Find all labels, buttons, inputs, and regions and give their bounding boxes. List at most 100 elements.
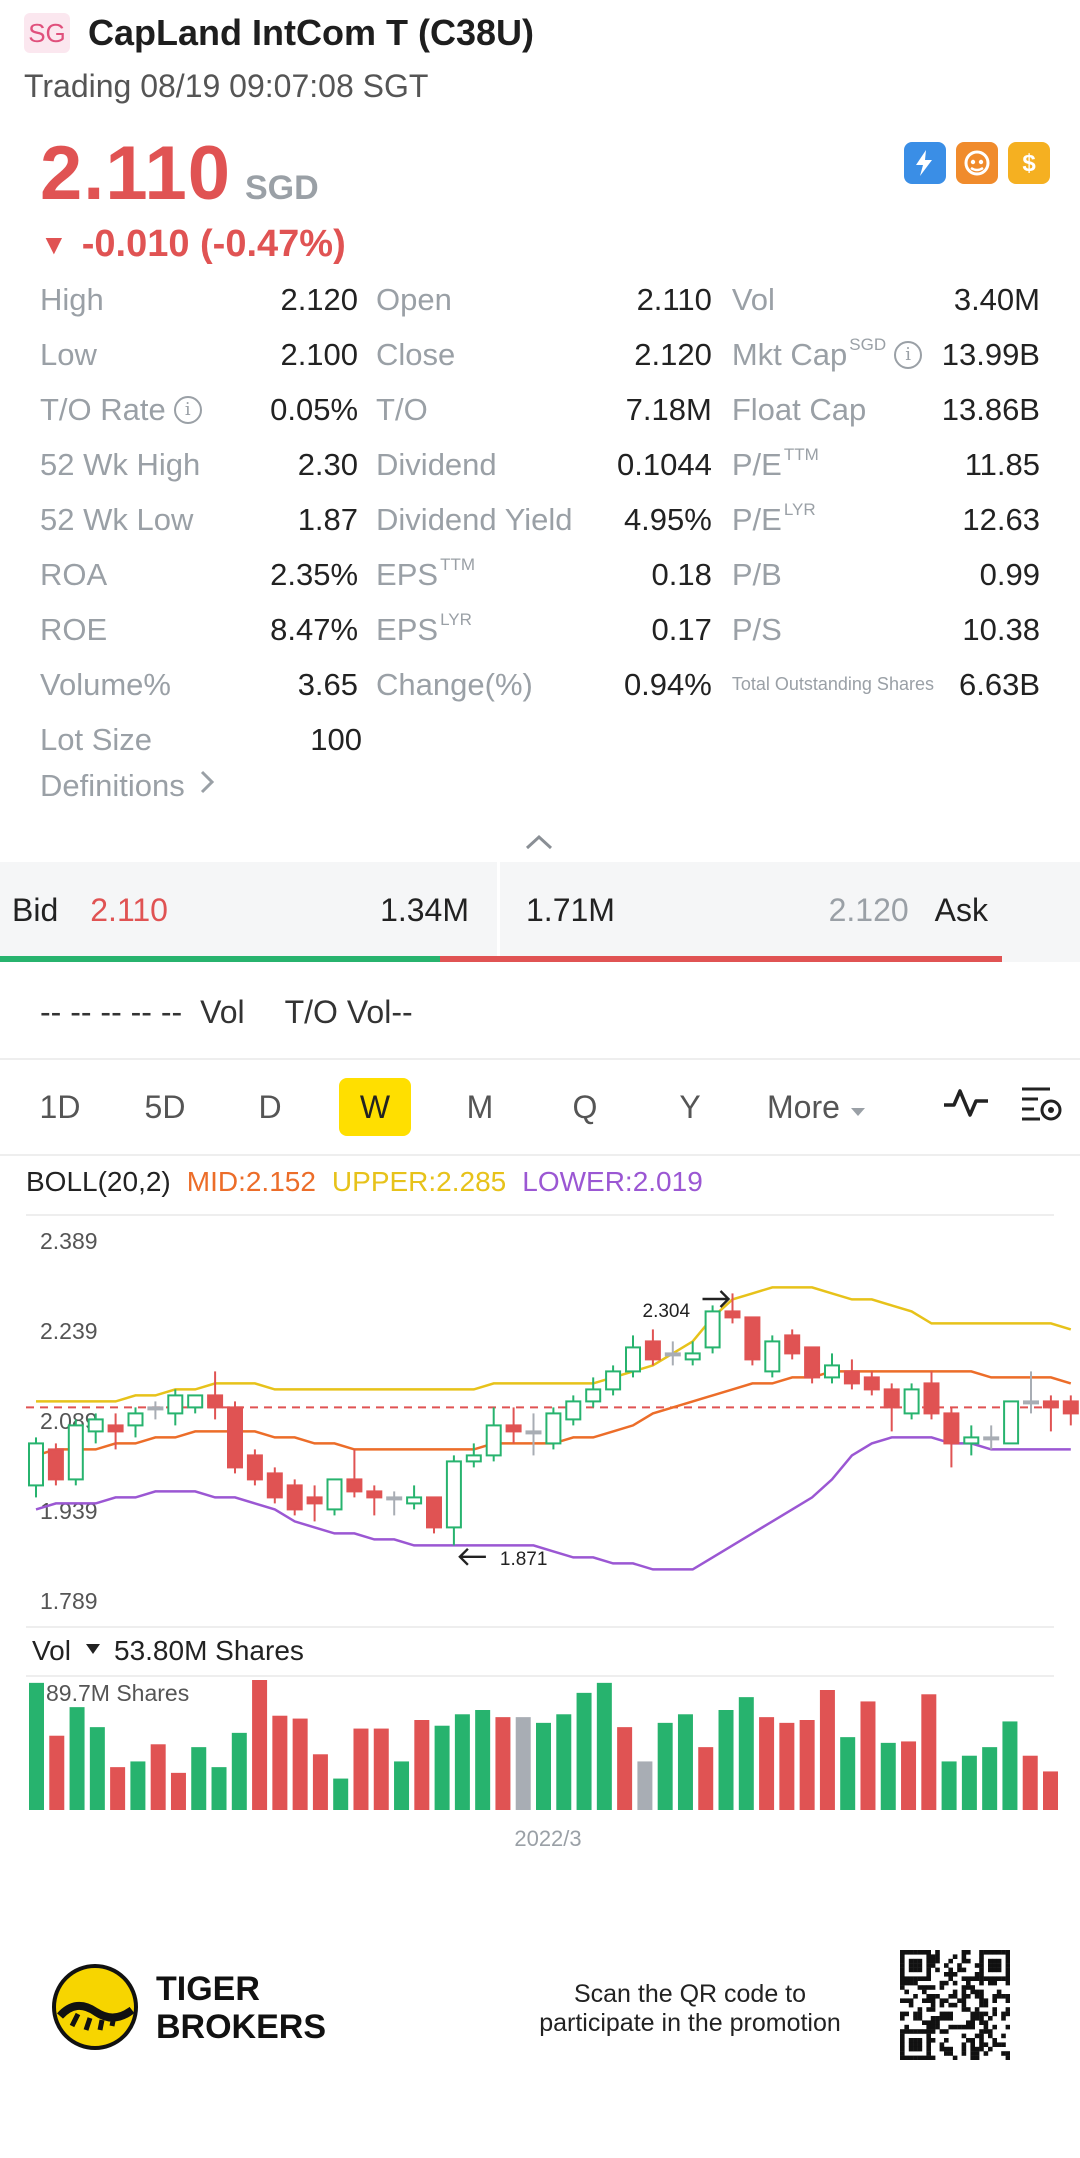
- promo-text: Scan the QR code to participate in the p…: [500, 1980, 880, 2038]
- stat-cell: Dividend 0.1044: [376, 447, 712, 483]
- robot-icon[interactable]: [956, 142, 998, 184]
- stat-cell: P/S 10.38: [732, 612, 1040, 648]
- ask-side: 1.71M 2.120 Ask: [500, 862, 1000, 958]
- chevron-up-icon[interactable]: [522, 828, 556, 859]
- stat-value: 2.110: [636, 281, 712, 317]
- stat-label: EPS LYR: [376, 610, 472, 648]
- stat-value: 3.40M: [953, 281, 1040, 317]
- boll-legend[interactable]: BOLL(20,2) MID:2.152 UPPER:2.285 LOWER:2…: [26, 1166, 703, 1198]
- bid-strength-bar: [0, 956, 440, 962]
- stat-cell: Float Cap 13.86B: [732, 392, 1040, 428]
- volume-bar: [211, 1767, 227, 1810]
- stat-value: 11.85: [964, 446, 1040, 482]
- stat-row: T/O Rate i 0.05% T/O 7.18M Float Cap 13.86B: [40, 382, 1040, 437]
- stat-label-text: P/S: [731, 611, 782, 647]
- stat-value: 4.95%: [623, 501, 712, 537]
- candle-body: [266, 1472, 283, 1499]
- candle-body: [286, 1484, 303, 1511]
- arrow-left-icon: [458, 1547, 486, 1566]
- caret-down-icon: [86, 1644, 100, 1654]
- tab-5d[interactable]: 5D: [144, 1088, 186, 1125]
- stat-label: P/S: [732, 612, 782, 648]
- candle-body: [764, 1340, 781, 1373]
- tab-q[interactable]: Q: [572, 1088, 598, 1125]
- high-annotation: 2.304: [643, 1301, 691, 1322]
- volume-bar: [637, 1761, 653, 1810]
- stat-value: 0.94%: [623, 666, 712, 702]
- volume-bar: [49, 1735, 65, 1810]
- candle-body: [963, 1436, 980, 1445]
- info-icon[interactable]: i: [173, 395, 202, 424]
- stat-cell[interactable]: Mkt Cap SGD i 13.99B: [732, 334, 1040, 373]
- chart-settings-icon[interactable]: [1020, 1083, 1064, 1131]
- candle-body: [107, 1424, 124, 1433]
- ask-strength-bar: [440, 956, 1002, 962]
- vol-dashes: -- -- -- -- --: [40, 994, 183, 1030]
- vol-indicator-label[interactable]: Vol: [32, 1635, 71, 1666]
- stat-label: 52 Wk High: [40, 447, 200, 483]
- stat-cell: Change(%) 0.94%: [376, 667, 712, 703]
- stat-cell[interactable]: T/O Rate i 0.05%: [40, 392, 358, 428]
- stat-value: 2.120: [634, 336, 712, 372]
- volume-bar: [515, 1717, 531, 1810]
- period-tabs: 1D 5D D W M Q Y More: [24, 1078, 1064, 1136]
- volume-bar: [1043, 1771, 1058, 1810]
- stat-row: 52 Wk Low 1.87 Dividend Yield 4.95% P/E LYR 12…: [40, 492, 1040, 547]
- promo-footer: TIGER BROKERS Scan the QR code to partic…: [0, 1920, 1080, 2100]
- stat-cell: P/E LYR 12.63: [732, 499, 1040, 538]
- boll-upper: UPPER:2.285: [331, 1166, 507, 1197]
- tab-m[interactable]: M: [466, 1088, 494, 1125]
- candle-body: [485, 1424, 502, 1457]
- tab-w[interactable]: W: [339, 1078, 411, 1136]
- more-dropdown[interactable]: More: [767, 1089, 866, 1126]
- tab-1d[interactable]: 1D: [39, 1088, 81, 1125]
- divider: [0, 1154, 1080, 1156]
- stat-label: T/O Rate i: [40, 392, 202, 428]
- stat-label-text: Open: [376, 281, 452, 317]
- dollar-icon[interactable]: $: [1008, 142, 1050, 184]
- stat-label-text: P/E: [731, 446, 782, 482]
- stat-cell: Volume% 3.65: [40, 667, 358, 703]
- stat-label-sup: SGD: [849, 334, 887, 354]
- volume-bar: [394, 1761, 410, 1810]
- definitions-link[interactable]: Definitions: [40, 768, 215, 804]
- info-icon[interactable]: i: [894, 340, 923, 369]
- volume-bar: [617, 1727, 633, 1810]
- stat-label-text: T/O: [376, 391, 428, 427]
- volume-bar: [819, 1690, 835, 1810]
- flash-icon[interactable]: [904, 142, 946, 184]
- y-tick-label: 2.389: [40, 1228, 98, 1254]
- brand-name: TIGER BROKERS: [156, 1970, 326, 2046]
- stat-value: 3.65: [297, 666, 359, 702]
- candle-body: [207, 1394, 224, 1409]
- tab-y[interactable]: Y: [679, 1088, 701, 1125]
- tab-d[interactable]: D: [258, 1088, 282, 1125]
- stat-label-text: EPS: [376, 611, 439, 647]
- qr-code-icon[interactable]: [900, 1950, 1010, 2060]
- candle-body: [565, 1400, 582, 1421]
- candle-body: [87, 1418, 104, 1433]
- stat-row: Lot Size 100: [40, 712, 1040, 767]
- candle-body: [167, 1394, 184, 1415]
- volume-bar: [1002, 1721, 1018, 1810]
- indicator-line-icon[interactable]: [942, 1085, 990, 1129]
- candle-body: [863, 1376, 880, 1391]
- bid-ask-panel[interactable]: Bid 2.110 1.34M 1.71M 2.120 Ask: [0, 862, 1080, 962]
- bid-side: Bid 2.110 1.34M: [0, 862, 497, 958]
- stat-label: Change(%): [376, 667, 533, 703]
- candle-body: [883, 1388, 900, 1409]
- candle-body: [625, 1346, 641, 1373]
- stat-label-sup: LYR: [783, 499, 816, 519]
- stat-label: ROA: [40, 557, 107, 593]
- bid-volume: 1.34M: [380, 891, 469, 928]
- candle-body: [465, 1454, 482, 1463]
- stat-cell: Open 2.110: [376, 282, 712, 318]
- volume-bar: [840, 1737, 856, 1810]
- candle-body: [1023, 1400, 1039, 1405]
- brand-line1: TIGER: [156, 1970, 260, 2008]
- candle-body: [366, 1490, 383, 1499]
- volume-bar: [718, 1710, 734, 1810]
- candle-body: [644, 1340, 661, 1361]
- candle-body: [346, 1478, 363, 1493]
